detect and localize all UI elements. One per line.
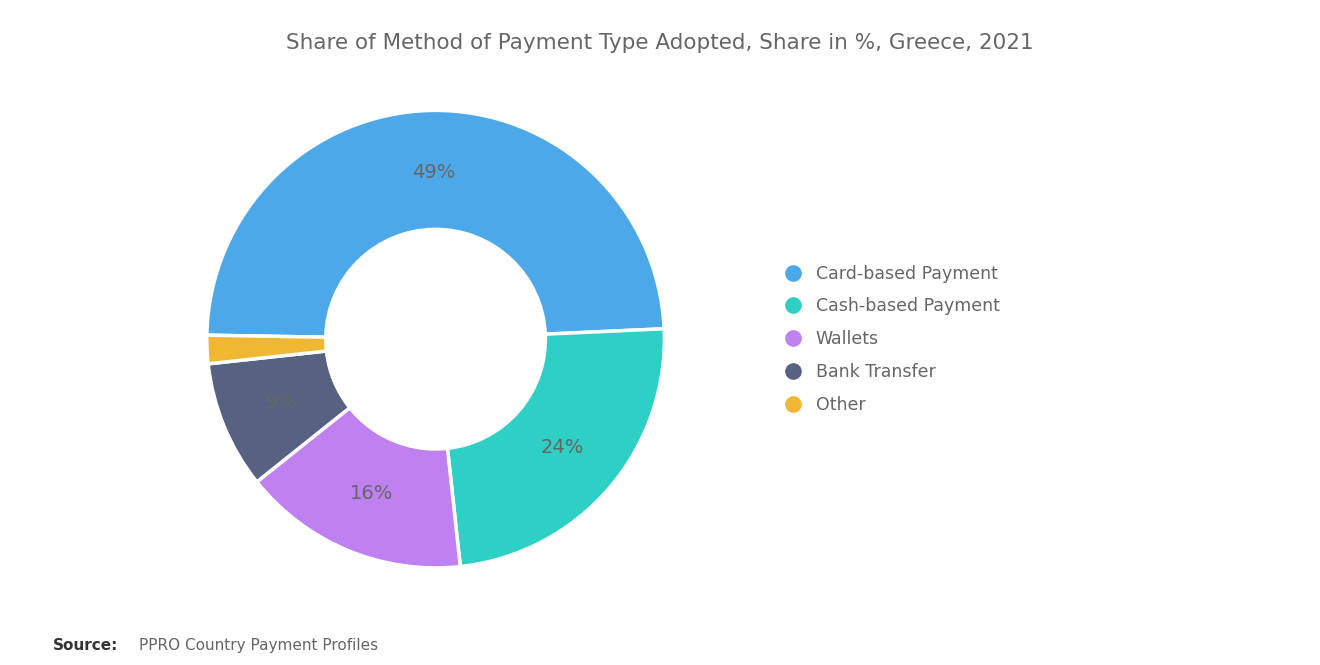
Text: 24%: 24% xyxy=(541,438,583,458)
Text: PPRO Country Payment Profiles: PPRO Country Payment Profiles xyxy=(139,638,378,654)
Legend: Card-based Payment, Cash-based Payment, Wallets, Bank Transfer, Other: Card-based Payment, Cash-based Payment, … xyxy=(776,256,1008,422)
Text: Source:: Source: xyxy=(53,638,119,654)
Wedge shape xyxy=(257,408,461,568)
Wedge shape xyxy=(209,351,350,482)
Wedge shape xyxy=(447,329,664,567)
Wedge shape xyxy=(207,110,664,337)
Text: Share of Method of Payment Type Adopted, Share in %, Greece, 2021: Share of Method of Payment Type Adopted,… xyxy=(286,33,1034,53)
Text: 49%: 49% xyxy=(412,163,455,182)
Wedge shape xyxy=(207,335,326,364)
Text: 9%: 9% xyxy=(265,393,297,412)
Text: 16%: 16% xyxy=(350,484,393,503)
